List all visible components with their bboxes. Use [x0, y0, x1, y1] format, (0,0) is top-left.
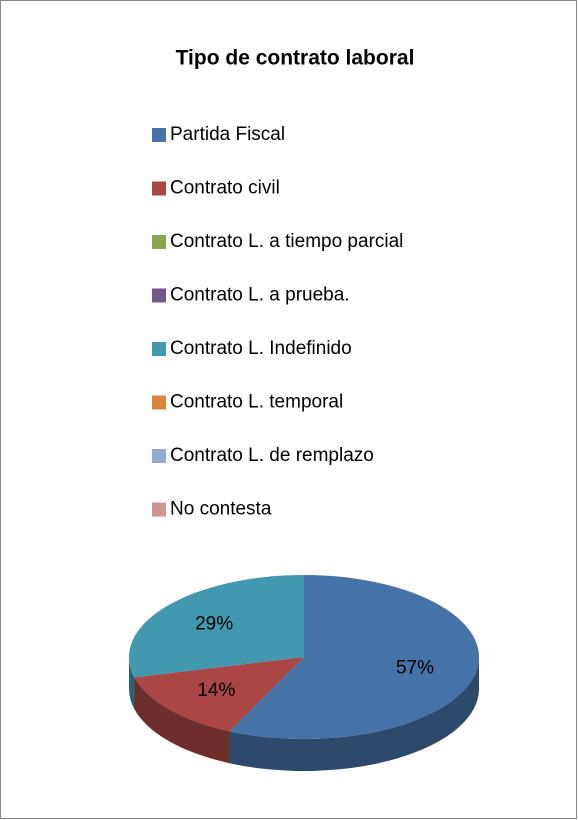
chart-title: Tipo de contrato laboral	[176, 47, 415, 70]
legend-swatch	[152, 128, 166, 142]
legend-label: Contrato L. temporal	[170, 392, 343, 413]
legend-swatch	[152, 502, 166, 517]
legend-label: Contrato L. a tiempo parcial	[170, 231, 403, 252]
legend-swatch	[152, 449, 166, 463]
legend-swatch	[152, 342, 166, 356]
legend-swatch	[152, 288, 166, 303]
data-label: 57%	[396, 658, 434, 679]
legend-swatch	[152, 181, 166, 196]
slice-side	[129, 657, 135, 710]
legend-swatch	[152, 395, 166, 410]
legend-swatch	[152, 235, 166, 249]
legend-label: Contrato L. a prueba.	[170, 285, 350, 306]
legend-label: Contrato L. Indefinido	[170, 338, 352, 359]
data-label: 29%	[195, 613, 233, 634]
slice	[128, 575, 304, 678]
slice-side	[229, 657, 479, 771]
legend-label: Contrato L. de remplazo	[170, 445, 374, 466]
legend-label: No contesta	[170, 499, 272, 520]
data-label: 14%	[197, 680, 235, 701]
legend-label: Contrato civil	[170, 178, 280, 199]
slice-side	[134, 677, 230, 764]
legend-label: Partida Fiscal	[170, 124, 285, 145]
slice	[229, 575, 479, 739]
slice	[134, 657, 304, 732]
